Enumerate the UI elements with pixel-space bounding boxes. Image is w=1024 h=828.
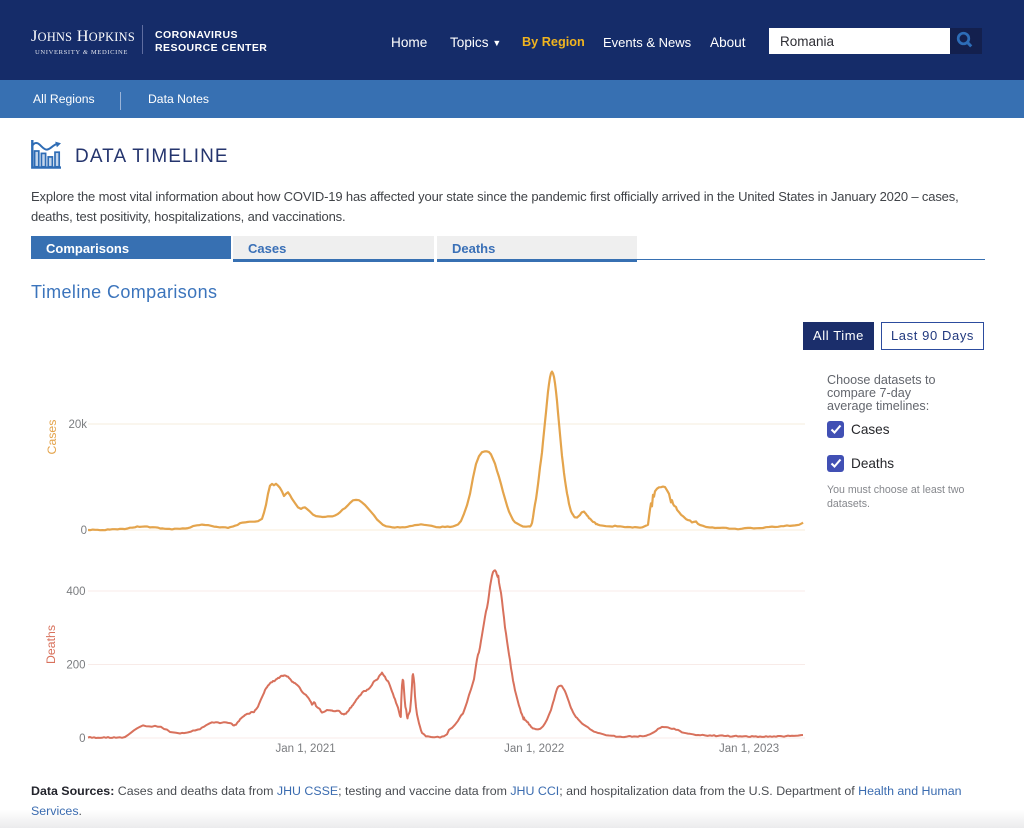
svg-text:0: 0 — [79, 733, 85, 745]
svg-text:Jan 1, 2021: Jan 1, 2021 — [276, 743, 336, 755]
svg-text:20k: 20k — [68, 419, 87, 431]
svg-text:0: 0 — [81, 525, 87, 537]
svg-text:400: 400 — [66, 586, 85, 598]
svg-text:Jan 1, 2023: Jan 1, 2023 — [719, 743, 779, 755]
svg-text:Cases: Cases — [45, 420, 59, 455]
svg-text:Deaths: Deaths — [44, 625, 58, 664]
svg-text:Jan 1, 2022: Jan 1, 2022 — [504, 743, 564, 755]
svg-text:200: 200 — [66, 660, 85, 672]
